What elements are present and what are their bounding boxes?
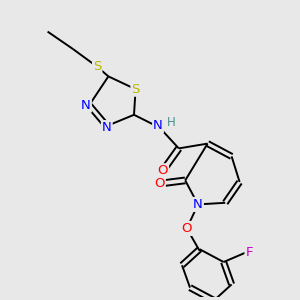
Text: N: N: [193, 198, 203, 211]
Text: O: O: [182, 222, 192, 235]
Text: O: O: [154, 177, 165, 190]
Text: N: N: [153, 119, 163, 133]
Text: O: O: [158, 164, 168, 177]
Text: S: S: [131, 83, 140, 96]
Text: N: N: [102, 121, 112, 134]
Text: H: H: [167, 116, 175, 129]
Text: F: F: [245, 246, 253, 259]
Text: N: N: [81, 99, 91, 112]
Text: S: S: [93, 60, 101, 73]
